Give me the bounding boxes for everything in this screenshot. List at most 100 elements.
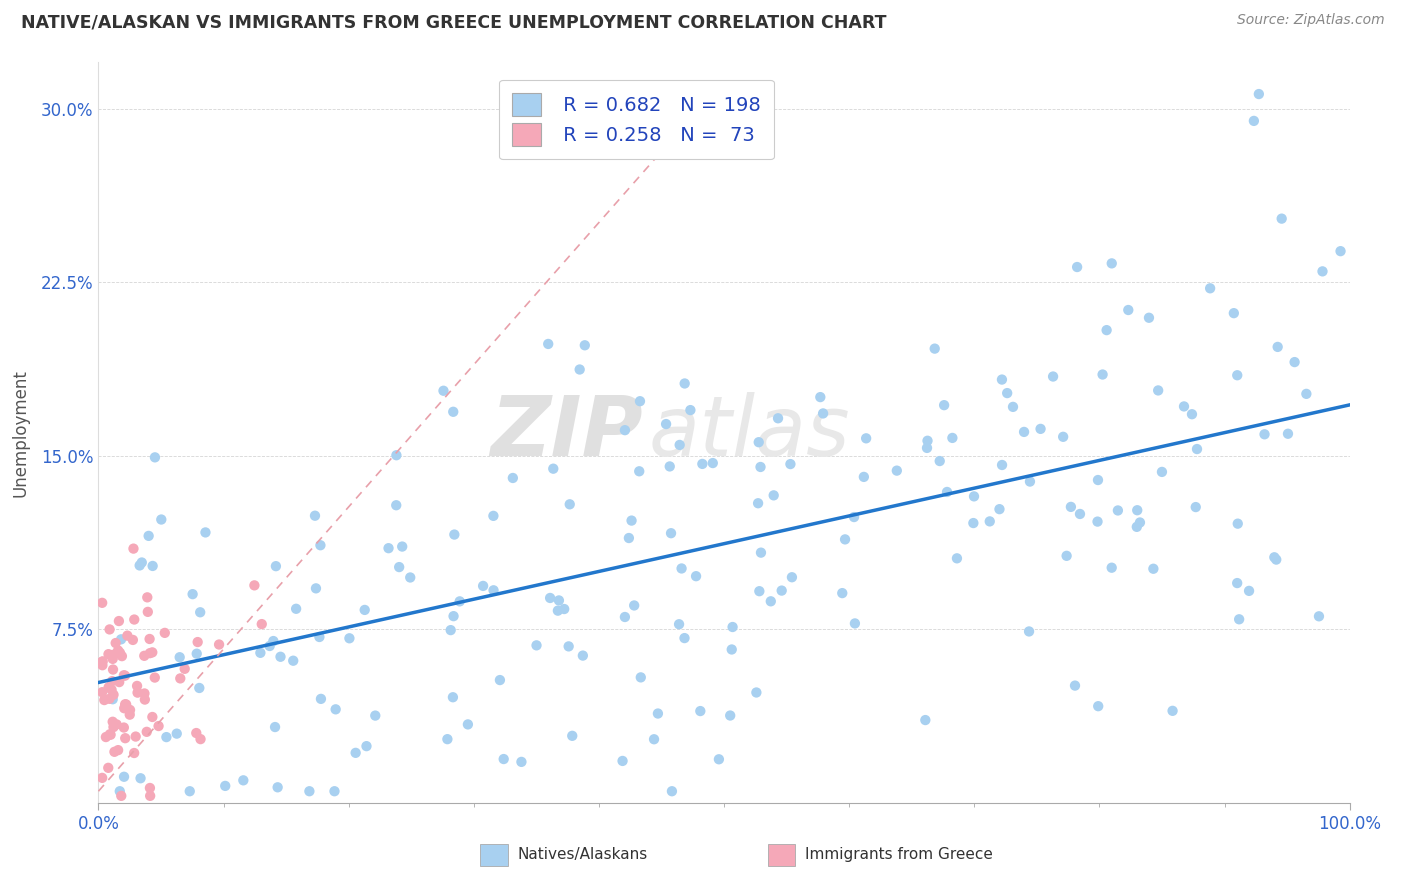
Point (114, 698, 136, 712)
Point (561, 729, 583, 743)
Point (188, 681, 211, 695)
Point (1226, 516, 1249, 531)
Point (915, 441, 938, 455)
Point (98, 691, 121, 706)
Point (208, 638, 231, 652)
Point (745, 685, 768, 699)
Point (249, 646, 271, 660)
Point (98, 727, 121, 741)
Point (153, 626, 176, 640)
Point (673, 376, 696, 391)
Point (1107, 503, 1129, 517)
Point (558, 497, 581, 511)
Point (1227, 612, 1250, 626)
Point (110, 789, 132, 803)
Point (264, 720, 287, 734)
Point (108, 675, 131, 690)
Point (574, 338, 596, 352)
Point (1226, 368, 1249, 383)
Point (108, 784, 131, 798)
Point (1029, 422, 1052, 436)
Point (1101, 560, 1123, 574)
Point (1012, 425, 1035, 439)
Point (188, 605, 211, 619)
Point (108, 646, 131, 660)
Point (125, 679, 148, 693)
Point (166, 726, 188, 740)
Point (548, 593, 571, 607)
Point (114, 668, 136, 682)
Point (131, 556, 153, 570)
Point (1312, 264, 1334, 278)
Y-axis label: Unemployment: Unemployment (11, 368, 30, 497)
Point (502, 471, 524, 485)
Point (134, 692, 156, 706)
Point (1126, 520, 1149, 534)
Point (941, 431, 963, 445)
Point (1019, 475, 1042, 489)
Point (1087, 473, 1109, 487)
Point (482, 508, 505, 523)
Point (141, 710, 163, 724)
Point (612, 754, 634, 768)
Point (924, 342, 946, 356)
Point (103, 745, 125, 759)
Point (305, 582, 328, 596)
Point (115, 698, 138, 712)
Point (127, 686, 149, 700)
Point (526, 638, 548, 652)
Point (1271, 211, 1294, 226)
Point (932, 398, 955, 412)
Point (443, 609, 465, 624)
Point (270, 649, 292, 664)
Point (139, 646, 162, 660)
Point (441, 405, 464, 419)
Point (93, 693, 115, 707)
Point (169, 672, 191, 686)
Point (232, 773, 254, 788)
Point (538, 591, 561, 605)
Point (1243, 114, 1265, 128)
Point (107, 743, 129, 757)
Point (1126, 503, 1149, 517)
Point (749, 546, 772, 560)
Point (643, 732, 665, 747)
Point (692, 457, 714, 471)
Point (979, 515, 1001, 529)
Point (658, 459, 681, 474)
Point (128, 558, 150, 573)
Point (122, 541, 145, 556)
Point (91, 655, 114, 669)
Point (628, 394, 651, 409)
Point (844, 616, 866, 631)
Point (852, 470, 875, 484)
Point (962, 516, 984, 530)
Point (946, 551, 969, 566)
Point (323, 784, 346, 798)
Point (325, 702, 347, 716)
Point (259, 639, 281, 653)
Point (855, 431, 877, 445)
Point (169, 650, 191, 665)
Point (385, 448, 408, 462)
Point (842, 510, 865, 524)
Point (936, 485, 959, 500)
Point (1150, 465, 1173, 479)
Point (668, 438, 690, 452)
Point (214, 779, 236, 793)
Point (655, 417, 678, 431)
Point (1184, 500, 1206, 514)
Point (97, 681, 120, 695)
Point (1001, 400, 1024, 414)
Point (988, 502, 1011, 516)
Point (1087, 515, 1109, 529)
Point (1161, 704, 1184, 718)
Point (436, 732, 458, 747)
Point (309, 691, 332, 706)
Point (388, 560, 411, 574)
Point (557, 640, 579, 654)
Point (811, 406, 834, 420)
Point (613, 423, 636, 437)
Point (1185, 442, 1208, 456)
Point (991, 458, 1014, 472)
